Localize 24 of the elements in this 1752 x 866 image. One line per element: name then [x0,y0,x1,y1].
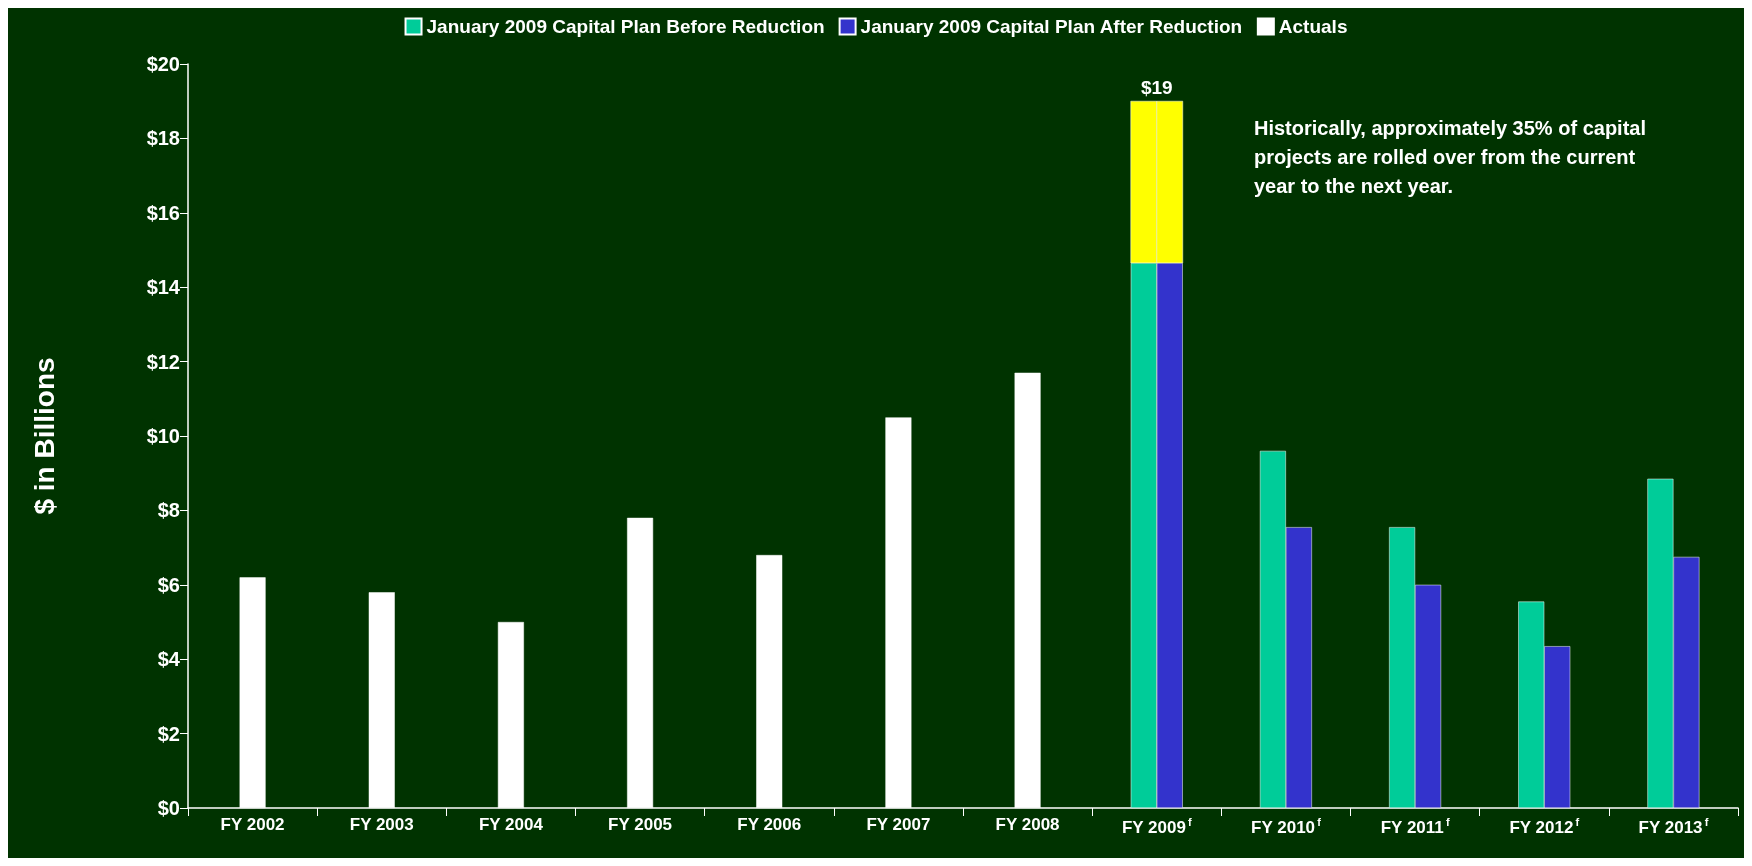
y-tick-label: $2 [157,722,180,745]
y-tick-label: $4 [157,648,181,671]
y-tick-label: $18 [146,127,180,150]
x-tick-label: FY 2005 [608,815,673,834]
x-tick-label: FY 2002 [220,815,285,834]
y-tick-label: $14 [146,276,181,299]
y-tick-label: $0 [157,797,180,819]
y-tick-label: $12 [146,350,180,373]
legend-label: January 2009 Capital Plan Before Reduction [426,16,825,37]
x-tick-label: FY 2007 [866,815,931,834]
annotation: Historically, approximately 35% of capital projects are rolled over from the current year to the next year. [1254,116,1652,197]
annotation: $19 [1140,77,1173,99]
y-tick-label: $8 [157,499,180,522]
y-tick-label: $6 [157,573,180,596]
x-tick-label: FY 2006 [737,815,802,834]
y-axis-title: $ in Billions [28,357,60,515]
legend-label: Actuals [1278,16,1348,37]
x-tick-label: FY 2004 [478,815,544,834]
y-tick-label: $20 [146,53,180,75]
x-tick-label: FY 2003 [349,815,414,834]
legend-label: January 2009 Capital Plan After Reduction [860,16,1243,37]
y-tick-label: $10 [146,425,180,447]
y-tick-label: $16 [146,201,180,224]
x-tick-label: FY 2008 [995,815,1060,834]
